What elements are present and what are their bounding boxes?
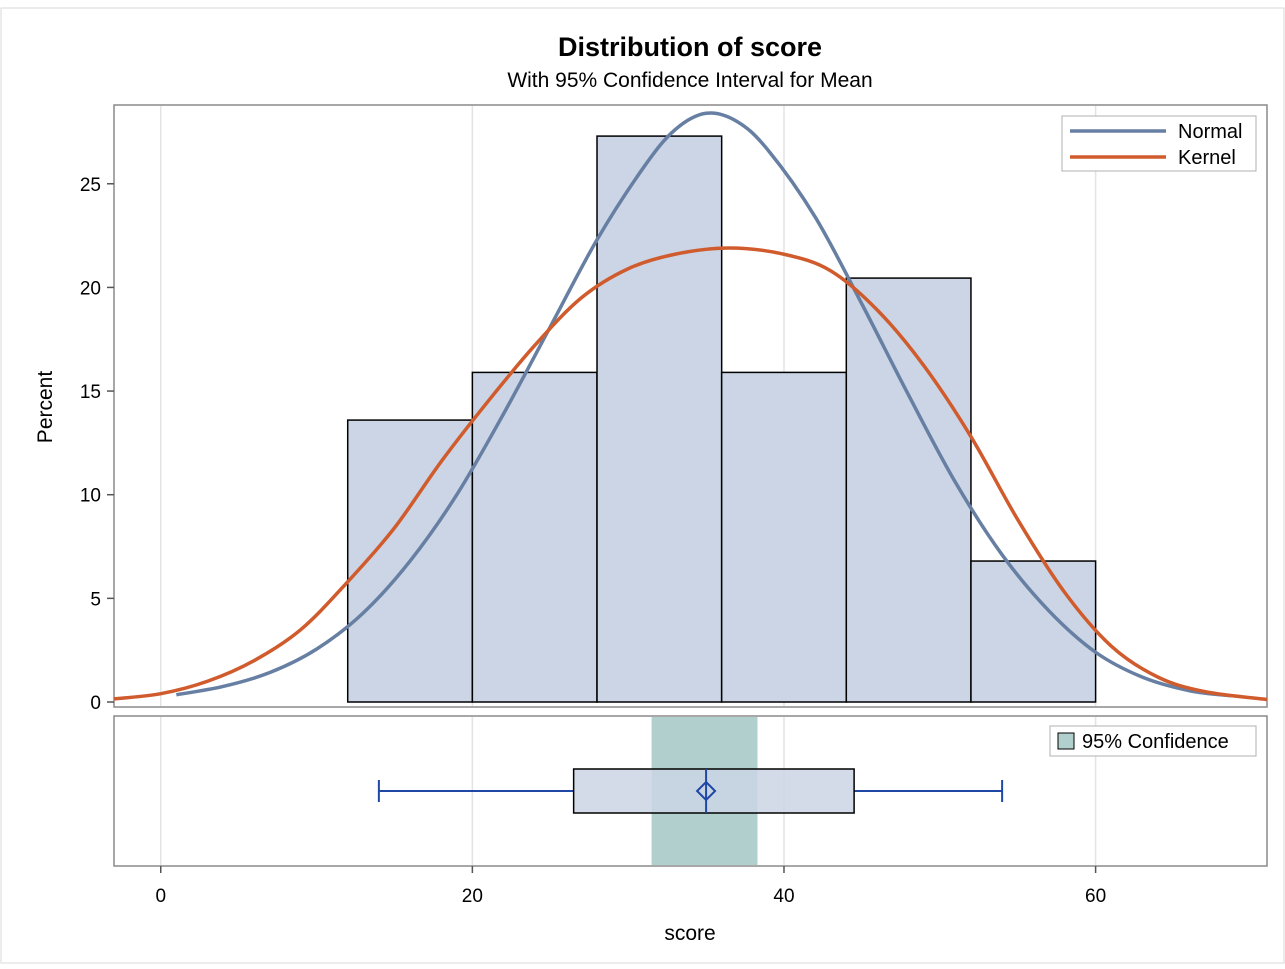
histogram-bar-1 (471, 371, 598, 703)
histogram-bars (346, 135, 1097, 703)
y-tick-label-25: 25 (80, 175, 101, 196)
ci-legend: 95% Confidence (1049, 725, 1257, 757)
boxplot-marks (377, 768, 1004, 814)
curve-legend-frame (1061, 115, 1257, 172)
x-axis-label: score (664, 922, 715, 945)
curve-legend: Normal Kernel (1061, 115, 1257, 172)
x-axis-ticks: 0 20 40 60 (155, 866, 1106, 907)
y-tick-label-10: 10 (80, 486, 101, 507)
curve-normal (176, 111, 1232, 698)
x-tick-label-60: 60 (1085, 886, 1106, 907)
y-tick-label-20: 20 (80, 278, 101, 299)
y-axis-ticks: 0 5 10 15 20 25 (80, 175, 114, 714)
ci-legend-frame (1049, 725, 1257, 757)
chart-subtitle: With 95% Confidence Interval for Mean (507, 69, 872, 92)
x-tick-label-0: 0 (155, 886, 166, 907)
boxplot-panel: 95% Confidence (113, 715, 1268, 867)
legend-label-normal: Normal (1178, 121, 1242, 143)
curve-kernel (113, 246, 1268, 702)
x-tick-label-40: 40 (773, 886, 794, 907)
y-tick-label-5: 5 (90, 589, 101, 610)
chart-title: Distribution of score (558, 32, 822, 62)
y-axis-label: Percent (34, 371, 57, 444)
density-curves (113, 111, 1268, 702)
legend-label-kernel: Kernel (1178, 147, 1236, 169)
histogram-bar-5 (970, 560, 1097, 703)
ci-legend-swatch (1057, 732, 1075, 750)
y-tick-label-0: 0 (90, 693, 101, 714)
histogram-bar-4 (845, 277, 972, 703)
histogram-panel: 0 5 10 15 20 25 Normal Kernel (80, 104, 1268, 714)
ci-legend-label: 95% Confidence (1082, 731, 1229, 753)
histogram-bar-2 (596, 135, 723, 703)
histogram-bar-3 (720, 371, 848, 703)
x-tick-label-20: 20 (462, 886, 483, 907)
y-tick-label-15: 15 (80, 382, 101, 403)
mean-marker (695, 780, 717, 802)
